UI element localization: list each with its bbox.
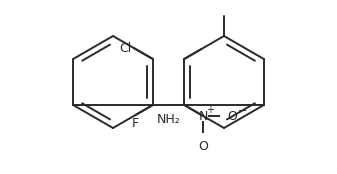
Text: O: O [198, 140, 208, 153]
Text: Cl: Cl [120, 42, 132, 54]
Text: F: F [132, 117, 139, 130]
Text: O: O [227, 109, 237, 122]
Text: −: − [238, 106, 248, 116]
Text: +: + [206, 105, 214, 115]
Text: N: N [198, 109, 208, 122]
Text: NH₂: NH₂ [157, 113, 180, 126]
